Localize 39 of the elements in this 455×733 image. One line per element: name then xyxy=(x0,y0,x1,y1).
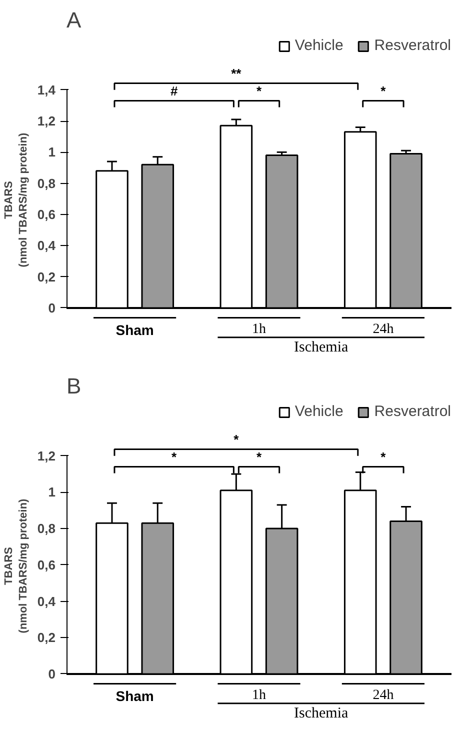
y-tick-label: 0 xyxy=(48,300,56,316)
x-tick-label: 24h xyxy=(372,688,394,704)
y-tick-label: 0,6 xyxy=(37,206,56,222)
annotation: * xyxy=(380,84,387,99)
y-tick-label: 0,8 xyxy=(37,176,56,191)
x-tick-label: Sham xyxy=(116,688,154,704)
y-tick-label: 0,4 xyxy=(37,238,56,254)
annotation: # xyxy=(170,84,178,99)
chart-title: B xyxy=(66,374,82,398)
legend-label: Vehicle xyxy=(294,37,344,54)
y-tick-label: 0 xyxy=(48,666,56,682)
y-tick-label: 0,2 xyxy=(37,630,56,646)
text: Ischemia xyxy=(294,340,349,356)
y-tick-label: 1,2 xyxy=(37,448,56,464)
y-tick-label: 1,4 xyxy=(37,82,56,98)
legend-label: Resveratrol xyxy=(374,37,451,54)
y-tick-label: 0,4 xyxy=(37,594,56,609)
y-tick-label: 1 xyxy=(48,144,56,160)
y-tick-label: 0,8 xyxy=(37,521,56,536)
annotation: * xyxy=(172,450,178,465)
y-axis-title: TBARS (nmol TBARS/mg protein) xyxy=(3,132,30,268)
text: Ischemia xyxy=(294,706,349,722)
x-tick-label: 24h xyxy=(372,322,394,338)
legend-label: Vehicle xyxy=(294,403,344,420)
x-tick-label: 1h xyxy=(252,322,266,338)
annotation: * xyxy=(256,84,262,99)
y-axis-title: TBARS (nmol TBARS/mg protein) xyxy=(3,498,30,634)
y-tick-label: 0,6 xyxy=(37,557,56,572)
annotation: * xyxy=(380,450,387,465)
x-tick-label: Sham xyxy=(116,322,154,338)
annotation: * xyxy=(256,450,262,465)
x-tick-label: 1h xyxy=(252,688,266,704)
y-tick-label: 1 xyxy=(48,484,56,500)
text: * xyxy=(234,432,240,448)
y-tick-label: 1,2 xyxy=(37,114,56,129)
text: ** xyxy=(231,66,242,82)
y-tick-label: 0,2 xyxy=(37,269,56,284)
legend-label: Resveratrol xyxy=(374,403,451,420)
chart-title: A xyxy=(66,8,82,32)
